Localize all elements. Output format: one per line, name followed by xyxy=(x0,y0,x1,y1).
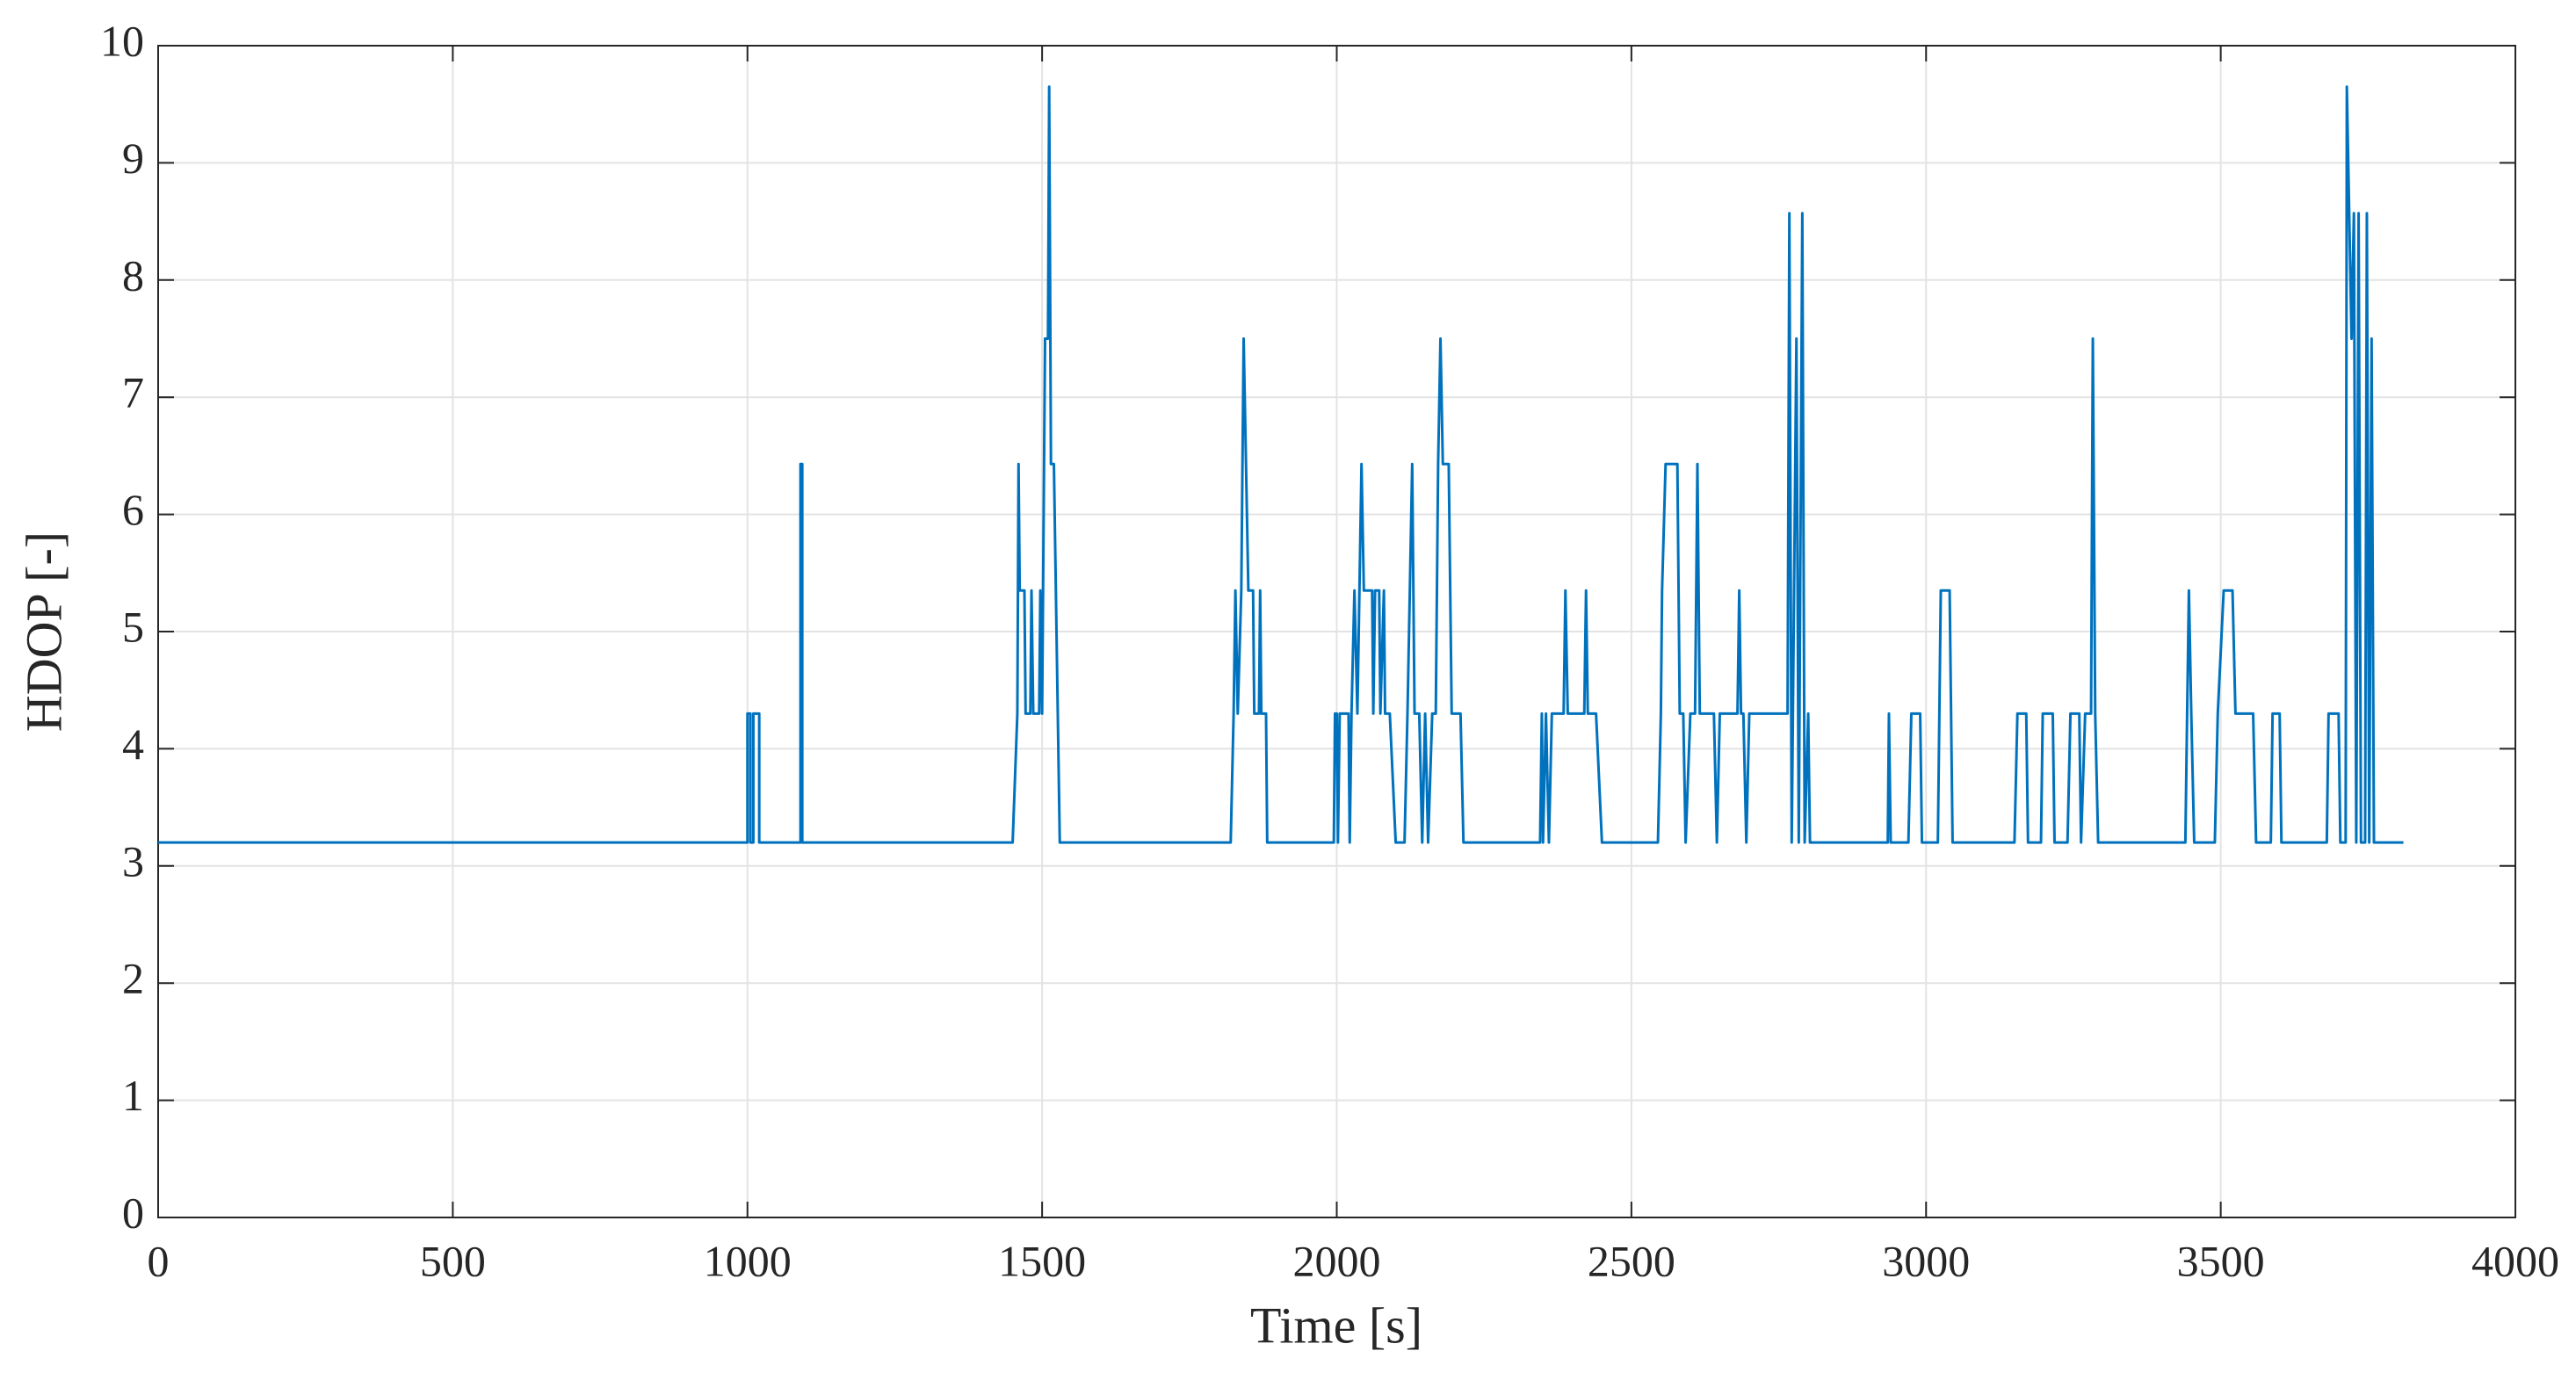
x-tick-label: 3500 xyxy=(2177,1236,2265,1285)
x-tick-label: 0 xyxy=(148,1236,170,1285)
plot-frame xyxy=(157,45,2516,1218)
y-tick-label: 2 xyxy=(122,954,144,1003)
y-tick-label: 9 xyxy=(122,134,144,183)
x-tick-label: 2000 xyxy=(1293,1236,1381,1285)
y-tick-label: 6 xyxy=(122,485,144,534)
y-tick-label: 4 xyxy=(122,719,144,769)
y-tick-label: 7 xyxy=(122,368,144,417)
y-axis-label: HDOP [-] xyxy=(15,531,72,732)
y-tick-label: 1 xyxy=(122,1071,144,1120)
x-axis-label: Time [s] xyxy=(1250,1297,1422,1354)
x-tick-label: 1500 xyxy=(998,1236,1086,1285)
x-tick-label: 2500 xyxy=(1588,1236,1675,1285)
y-tick-label: 0 xyxy=(122,1188,144,1237)
y-tick-label: 5 xyxy=(122,602,144,651)
x-tick-label: 4000 xyxy=(2471,1236,2559,1285)
y-tick-label: 8 xyxy=(122,250,144,300)
x-tick-label: 3000 xyxy=(1882,1236,1970,1285)
x-tick-label: 500 xyxy=(420,1236,486,1285)
data-line xyxy=(158,85,2404,844)
y-tick-label: 3 xyxy=(122,836,144,885)
y-tick-label: 10 xyxy=(100,16,144,65)
x-tick-label: 1000 xyxy=(704,1236,792,1285)
